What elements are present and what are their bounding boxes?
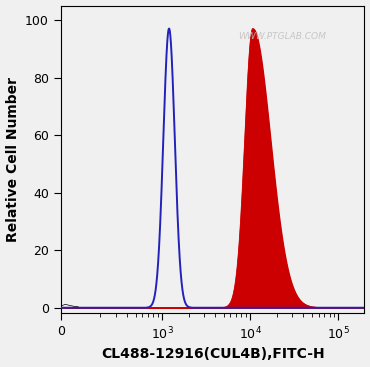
Y-axis label: Relative Cell Number: Relative Cell Number [6,77,20,242]
X-axis label: CL488-12916(CUL4B),FITC-H: CL488-12916(CUL4B),FITC-H [101,348,324,361]
Text: WWW.PTGLAB.COM: WWW.PTGLAB.COM [239,32,326,41]
